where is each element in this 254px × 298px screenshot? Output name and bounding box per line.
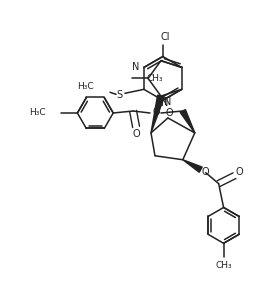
Text: N: N — [161, 98, 169, 108]
Text: N: N — [132, 63, 140, 72]
Text: CH₃: CH₃ — [215, 261, 232, 270]
Text: S: S — [116, 90, 122, 100]
Text: O: O — [165, 108, 173, 118]
Text: O: O — [152, 107, 160, 117]
Polygon shape — [180, 110, 195, 133]
Text: H₃C: H₃C — [29, 108, 45, 117]
Text: CH₃: CH₃ — [146, 74, 163, 83]
Text: O: O — [236, 167, 243, 177]
Polygon shape — [183, 160, 202, 172]
Text: O: O — [202, 167, 210, 177]
Text: Cl: Cl — [160, 32, 169, 42]
Polygon shape — [151, 95, 164, 133]
Text: H₃C: H₃C — [77, 82, 94, 91]
Text: O: O — [132, 129, 140, 139]
Text: N: N — [164, 97, 171, 107]
